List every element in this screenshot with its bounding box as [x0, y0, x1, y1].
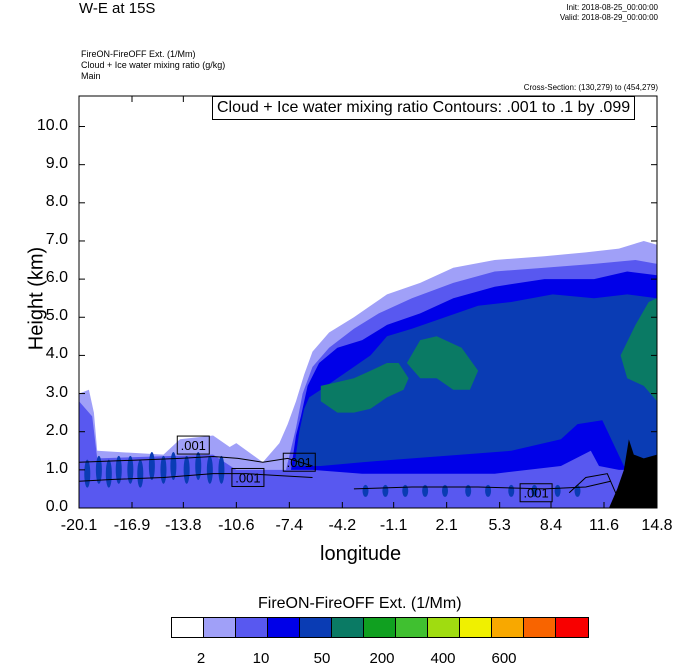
- y-tick-label: 6.0: [45, 269, 68, 287]
- colorbar-cell-9: [460, 618, 492, 637]
- valid-time: Valid: 2018-08-29_00:00:00: [559, 13, 658, 22]
- x-tick-label: -20.1: [60, 517, 98, 534]
- colorbar-cell-10: [492, 618, 524, 637]
- contour-label-box-3: [519, 483, 553, 503]
- colorbar-label: 200: [369, 650, 395, 667]
- shade-layer-6: [620, 298, 657, 402]
- streak-4: [127, 455, 134, 484]
- contour-lines: .001 .001 .001 .001: [78, 435, 618, 503]
- y-axis-label: Height (km): [25, 246, 48, 351]
- contour-label-2: .001: [287, 455, 312, 470]
- x-tick-label: 14.8: [641, 517, 673, 534]
- colorbar-cell-5: [332, 618, 364, 637]
- streak-8: [170, 452, 177, 481]
- surface-dot-3: [422, 484, 429, 497]
- contour-label-0: .001: [181, 438, 206, 453]
- init-time: Init: 2018-08-25_00:00:00: [566, 3, 658, 12]
- streak-10: [195, 452, 202, 481]
- x-tick-label: 11.6: [589, 517, 619, 534]
- shading-layers: [79, 241, 657, 508]
- colorbar: [171, 617, 589, 638]
- streak-7: [160, 455, 167, 484]
- colorbar-cell-7: [396, 618, 428, 637]
- streak-9: [183, 455, 190, 484]
- surface-dot-2: [402, 484, 409, 497]
- surface-dot-4: [442, 484, 449, 497]
- contour-info-box: Cloud + Ice water mixing ratio Contours:…: [212, 96, 636, 120]
- x-tick-label: -1.1: [379, 517, 408, 534]
- streak-0: [84, 459, 91, 488]
- x-tick-label: 8.4: [539, 517, 563, 534]
- colorbar-cell-12: [556, 618, 588, 637]
- colorbar-label: 400: [430, 650, 456, 667]
- x-tick-label: 5.3: [488, 517, 511, 534]
- colorbar-label: 2: [196, 650, 206, 667]
- contour-line-2: [353, 480, 611, 490]
- x-tick-label: -13.8: [165, 517, 202, 534]
- surface-dot-9: [554, 484, 561, 497]
- x-axis-label: longitude: [320, 543, 402, 565]
- surface-dot-1: [382, 484, 389, 497]
- x-tick-label: -16.9: [113, 517, 151, 534]
- x-tick-label: 2.1: [435, 517, 458, 534]
- colorbar-cell-3: [268, 618, 300, 637]
- variable-line-1: FireON-FireOFF Ext. (1/Mm): [81, 49, 196, 59]
- x-tick-label: -7.4: [275, 517, 304, 534]
- surface-dot-6: [485, 484, 492, 497]
- terrain: [608, 439, 657, 508]
- y-tick-label: 1.0: [45, 459, 68, 477]
- surface-dot-5: [465, 484, 472, 497]
- contour-line-0: [78, 473, 313, 482]
- shade-layer-3: [294, 294, 657, 470]
- colorbar-cell-11: [524, 618, 556, 637]
- y-tick-label: 4.0: [45, 345, 68, 363]
- variable-line-3: Main: [81, 71, 101, 81]
- streak-5: [137, 459, 144, 488]
- colorbar-cell-2: [236, 618, 268, 637]
- y-tick-label: 7.0: [45, 230, 68, 248]
- main-title: W-E at 15S: [79, 0, 156, 17]
- streak-3: [115, 455, 122, 484]
- colorbar-label: 10: [252, 650, 270, 667]
- shade-layer-5: [406, 336, 479, 390]
- y-tick-label: 2.0: [45, 421, 68, 439]
- terrain-fill: [608, 439, 657, 508]
- y-tick-label: 8.0: [45, 192, 68, 210]
- streak-2: [105, 459, 112, 488]
- surface-dot-7: [508, 484, 515, 497]
- contour-label-1: .001: [235, 470, 260, 485]
- colorbar-cell-8: [428, 618, 460, 637]
- x-tick-label: -10.6: [218, 517, 255, 534]
- contour-label-box-0: [176, 435, 210, 455]
- colorbar-cell-6: [364, 618, 396, 637]
- colorbar-cell-0: [172, 618, 204, 637]
- colorbar-cell-4: [300, 618, 332, 637]
- streak-12: [218, 455, 225, 484]
- streak-11: [206, 455, 213, 484]
- streak-1: [95, 455, 102, 484]
- y-tick-label: 9.0: [45, 154, 68, 172]
- x-tick-label: -4.2: [328, 517, 357, 534]
- colorbar-label: 600: [491, 650, 517, 667]
- colorbar-cell-1: [204, 618, 236, 637]
- contour-label-box-1: [231, 467, 265, 487]
- surface-dot-8: [531, 484, 538, 497]
- y-tick-label: 3.0: [45, 383, 68, 401]
- y-tick-label: 0.0: [45, 498, 68, 515]
- contour-line-3: [568, 473, 618, 497]
- contour-label-box-2: [282, 452, 316, 472]
- colorbar-title: FireON-FireOFF Ext. (1/Mm): [258, 595, 462, 612]
- colorbar-label: 50: [313, 650, 331, 667]
- contour-label-3: .001: [523, 486, 548, 501]
- variable-line-2: Cloud + Ice water mixing ratio (g/kg): [81, 60, 226, 70]
- streak-6: [148, 452, 155, 481]
- y-tick-label: 10.0: [36, 116, 68, 134]
- shade-layer-4: [320, 363, 409, 413]
- cross-section-label: Cross-Section: (130,279) to (454,279): [523, 83, 658, 92]
- surface-dot-0: [362, 484, 369, 497]
- y-tick-label: 5.0: [45, 307, 68, 325]
